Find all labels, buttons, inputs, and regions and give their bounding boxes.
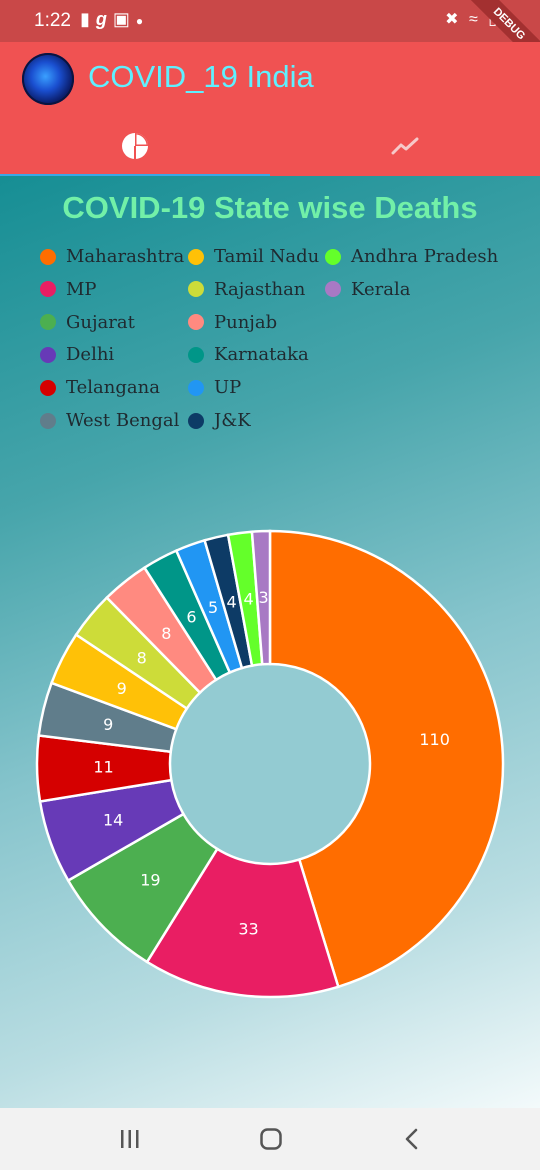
slice-value-label: 9 — [117, 679, 127, 698]
slice-value-label: 6 — [186, 608, 196, 627]
app-title: COVID_19 India — [88, 59, 314, 95]
home-button[interactable] — [241, 1120, 301, 1158]
wifi-icon: ≈ — [469, 11, 481, 28]
status-time: 1:22 — [34, 10, 71, 32]
slice-value-label: 11 — [93, 758, 113, 777]
pie-chart-icon — [121, 132, 149, 160]
recent-apps-button[interactable] — [100, 1120, 160, 1158]
slice-value-label: 8 — [161, 624, 171, 643]
message-icon: ▮ — [80, 9, 96, 29]
slice-value-label: 110 — [419, 730, 450, 749]
chart-panel: COVID-19 State wise Deaths Maharashtra MP… — [0, 176, 540, 1108]
trending-icon — [391, 136, 419, 156]
home-icon — [259, 1128, 283, 1150]
dot-icon: ● — [136, 14, 149, 28]
g-icon: g — [96, 9, 113, 29]
slice-value-label: 5 — [208, 598, 218, 617]
slice-value-label: 9 — [103, 715, 113, 734]
slice-value-label: 3 — [258, 588, 268, 607]
tab-trending[interactable] — [270, 118, 540, 174]
slice-value-label: 14 — [103, 810, 123, 829]
image-icon: ▣ — [113, 9, 136, 29]
slice-value-label: 4 — [243, 589, 253, 608]
slice-value-label: 8 — [137, 648, 147, 667]
slice-value-label: 33 — [238, 920, 258, 939]
back-icon — [400, 1128, 424, 1150]
donut-hole — [171, 665, 369, 863]
mute-icon: ✖ — [445, 11, 461, 28]
recent-apps-icon — [118, 1128, 142, 1150]
slice-value-label: 4 — [227, 592, 237, 611]
back-button[interactable] — [382, 1120, 442, 1158]
slice-value-label: 19 — [140, 870, 160, 889]
system-nav-bar — [0, 1108, 540, 1170]
notification-icons: ▮g▣● — [80, 9, 149, 30]
status-bar: 1:22 ▮g▣● ✖ ≈ ▯ DEBUG — [0, 0, 540, 42]
virus-icon — [22, 53, 74, 105]
tab-pie-chart[interactable] — [0, 118, 270, 174]
app-bar: COVID_19 India — [0, 42, 540, 176]
